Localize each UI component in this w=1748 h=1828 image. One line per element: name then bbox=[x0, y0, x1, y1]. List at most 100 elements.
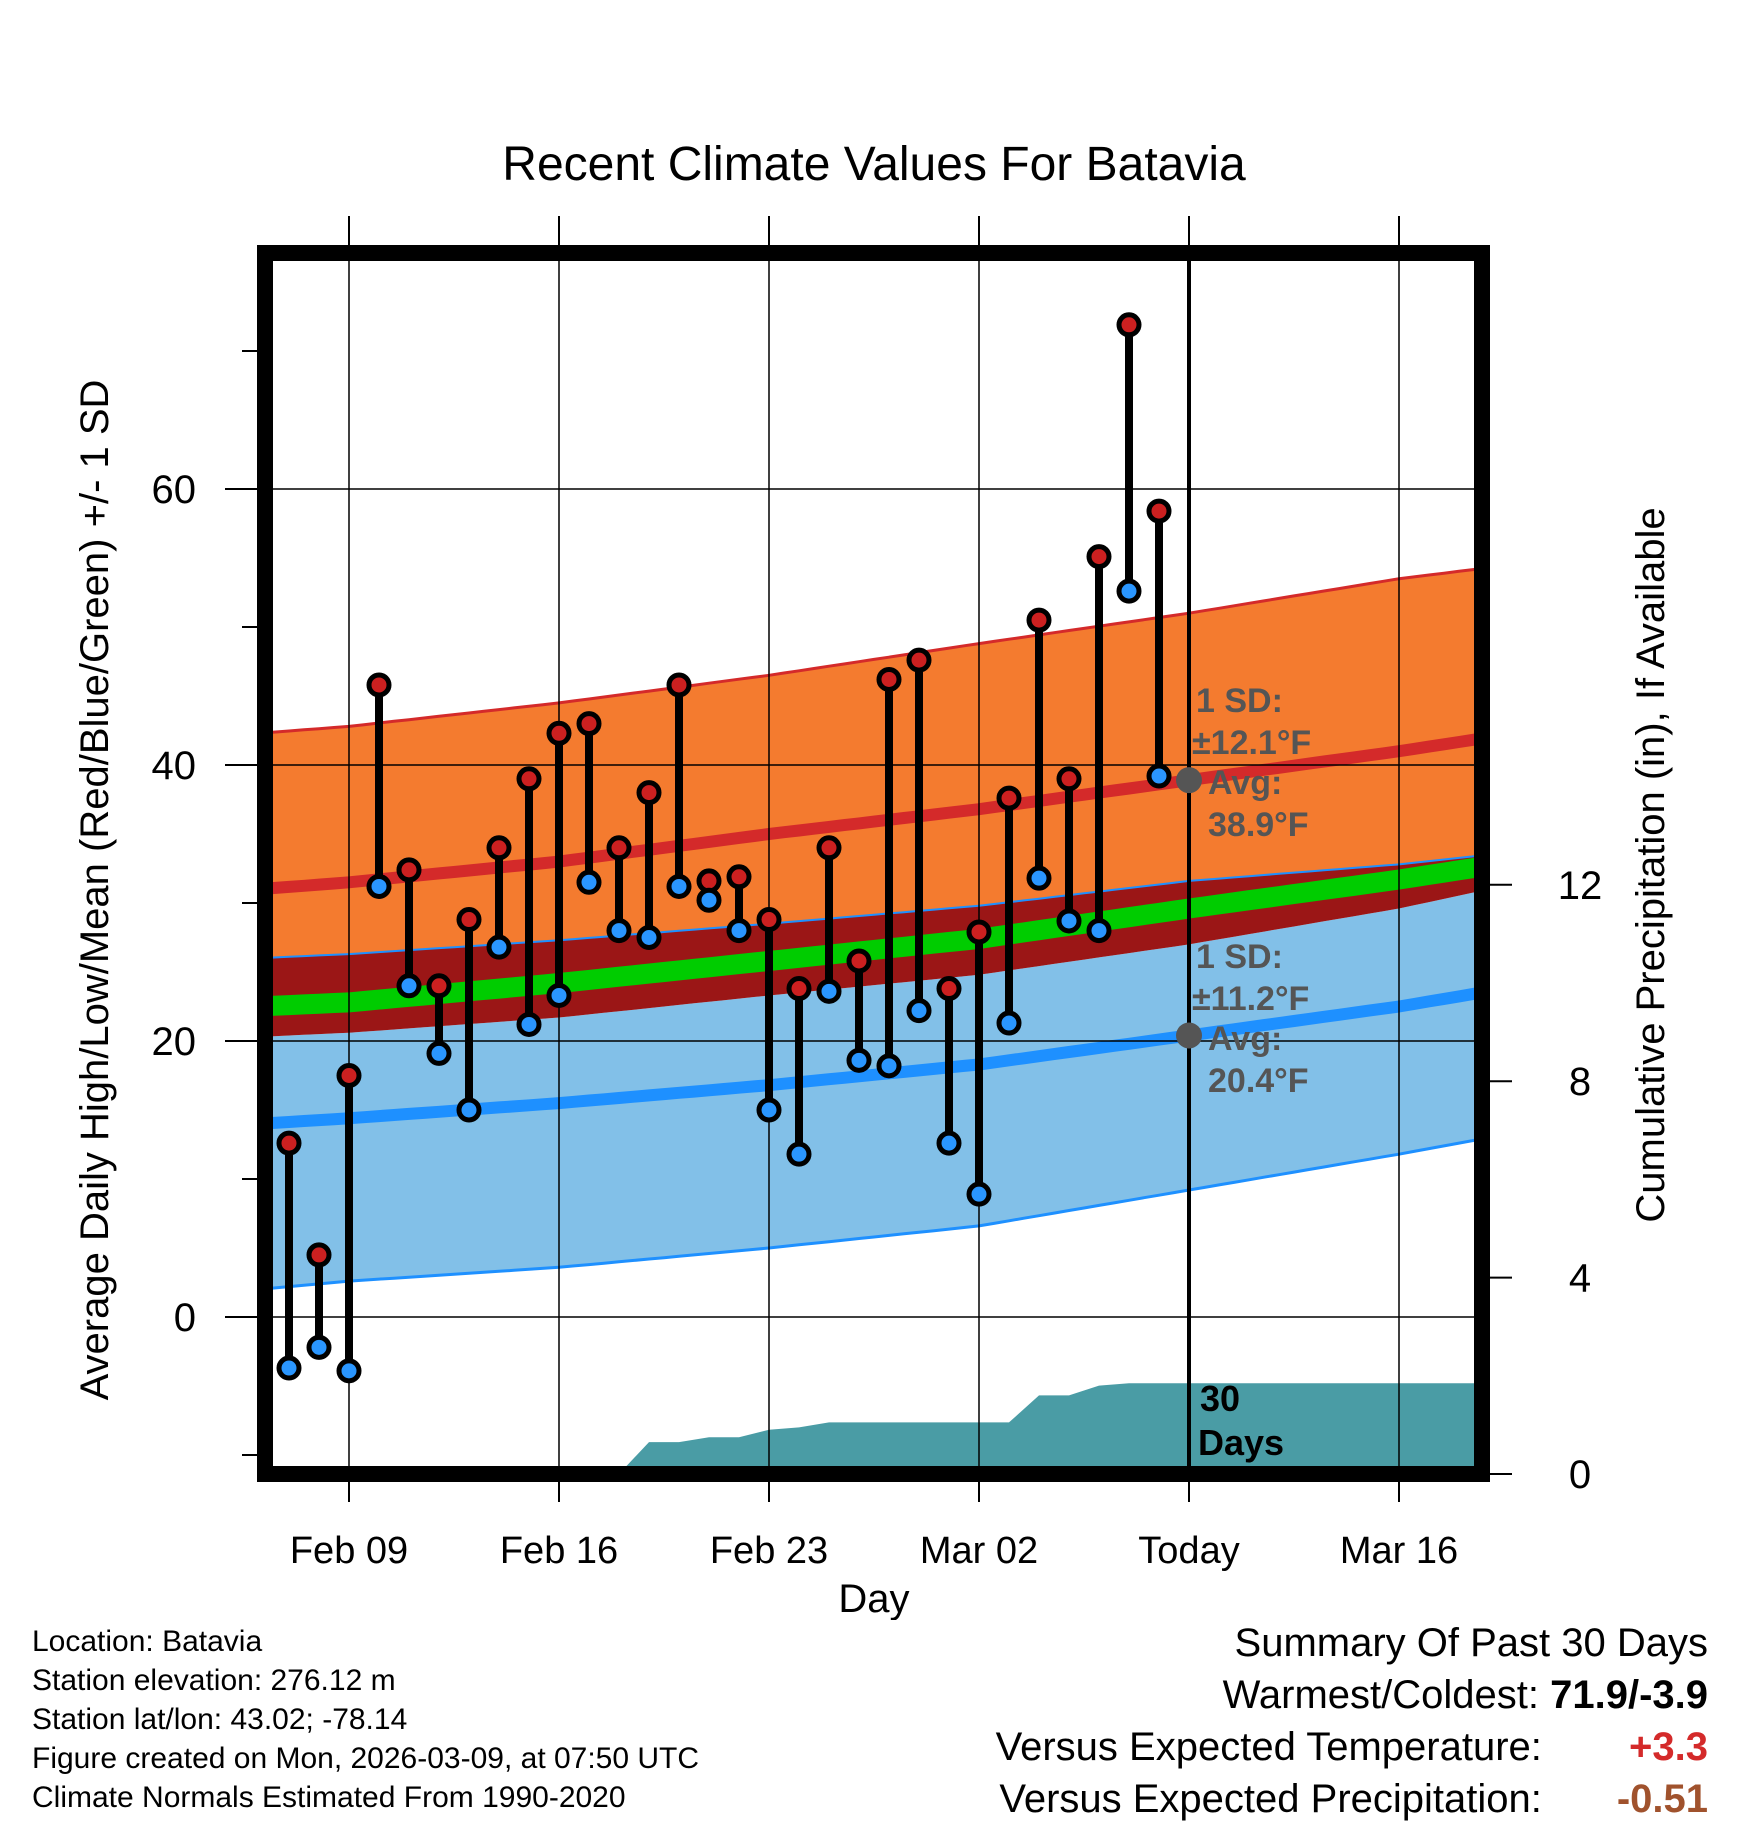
low-sd-title: 1 SD: bbox=[1196, 938, 1283, 976]
high-marker bbox=[786, 976, 812, 1002]
high-marker bbox=[876, 666, 902, 692]
high-marker bbox=[456, 907, 482, 933]
high-avg-title: Avg: bbox=[1208, 764, 1282, 802]
low-avg-title: Avg: bbox=[1208, 1020, 1282, 1058]
high-marker bbox=[1056, 766, 1082, 792]
y-tick-label: 40 bbox=[152, 744, 197, 788]
high-marker bbox=[816, 835, 842, 861]
high-marker bbox=[726, 864, 752, 890]
x-tick-label: Today bbox=[1138, 1530, 1239, 1572]
high-marker bbox=[1146, 498, 1172, 524]
low-marker bbox=[516, 1011, 542, 1037]
high-marker bbox=[666, 672, 692, 698]
elevation-text: Station elevation: 276.12 m bbox=[32, 1664, 396, 1697]
high-marker bbox=[906, 647, 932, 673]
low-avg-value: 20.4°F bbox=[1208, 1062, 1309, 1100]
low-sd-band bbox=[265, 890, 1482, 1289]
plot-layers bbox=[265, 567, 1482, 1474]
low-marker bbox=[456, 1097, 482, 1123]
created-text: Figure created on Mon, 2026-03-09, at 07… bbox=[32, 1742, 700, 1775]
temp-diff-value: +3.3 bbox=[1629, 1725, 1708, 1769]
high-marker bbox=[426, 973, 452, 999]
y2-tick-label: 0 bbox=[1569, 1453, 1591, 1497]
precip-diff-value: -0.51 bbox=[1616, 1777, 1708, 1821]
y2-tick-label: 4 bbox=[1569, 1257, 1591, 1301]
window-label-30: 30 bbox=[1200, 1378, 1240, 1419]
y-tick-label: 20 bbox=[152, 1020, 197, 1064]
low-marker bbox=[366, 873, 392, 899]
y2-tick-label: 8 bbox=[1569, 1060, 1591, 1104]
low-marker bbox=[336, 1358, 362, 1384]
precip-diff-label: Versus Expected Precipitation: bbox=[999, 1777, 1542, 1821]
low-marker bbox=[576, 869, 602, 895]
location-text: Location: Batavia bbox=[32, 1625, 263, 1658]
low-marker bbox=[306, 1334, 332, 1360]
low-marker bbox=[666, 873, 692, 899]
low-marker bbox=[486, 934, 512, 960]
low-marker bbox=[1026, 865, 1052, 891]
high-marker bbox=[636, 780, 662, 806]
low-marker bbox=[426, 1040, 452, 1066]
x-tick-label: Feb 23 bbox=[710, 1530, 828, 1572]
low-marker bbox=[756, 1097, 782, 1123]
low-marker bbox=[1056, 908, 1082, 934]
low-marker bbox=[1086, 918, 1112, 944]
high-marker bbox=[486, 835, 512, 861]
low-marker bbox=[816, 978, 842, 1004]
low-marker bbox=[396, 973, 422, 999]
summary-title: Summary Of Past 30 Days bbox=[1234, 1621, 1708, 1665]
high-marker bbox=[396, 857, 422, 883]
high-marker bbox=[366, 672, 392, 698]
x-tick-label: Feb 16 bbox=[500, 1530, 618, 1572]
x-tick-label: Mar 16 bbox=[1340, 1530, 1458, 1572]
high-sd-lower-line bbox=[265, 854, 1482, 959]
low-sd-value: ±11.2°F bbox=[1192, 980, 1309, 1018]
y-tick-label: 0 bbox=[174, 1296, 196, 1340]
today-high-avg-dot bbox=[1176, 767, 1202, 794]
climate-chart: Recent Climate Values For Batavia 1 SD: ±… bbox=[73, 138, 1673, 1620]
latlon-text: Station lat/lon: 43.02; -78.14 bbox=[32, 1703, 408, 1736]
high-marker bbox=[1026, 607, 1052, 633]
low-marker bbox=[936, 1130, 962, 1156]
warmest-coldest-label: Warmest/Coldest: bbox=[1222, 1673, 1539, 1717]
window-label-days: Days bbox=[1198, 1422, 1284, 1463]
low-marker bbox=[1116, 578, 1142, 604]
summary-warmest-coldest: Warmest/Coldest: 71.9/-3.9 bbox=[996, 1669, 1708, 1721]
low-marker bbox=[786, 1141, 812, 1167]
high-marker bbox=[576, 711, 602, 737]
chart-title: Recent Climate Values For Batavia bbox=[502, 138, 1246, 191]
high-avg-line bbox=[265, 732, 1482, 895]
low-marker bbox=[846, 1047, 872, 1073]
high-sd-title: 1 SD: bbox=[1196, 682, 1283, 720]
high-marker bbox=[336, 1063, 362, 1088]
high-marker bbox=[756, 907, 782, 933]
y-tick-label: 60 bbox=[152, 468, 197, 512]
high-avg-value: 38.9°F bbox=[1208, 806, 1309, 844]
low-marker bbox=[636, 925, 662, 950]
high-sd-upper-line bbox=[265, 567, 1482, 735]
warmest-coldest-value: 71.9/-3.9 bbox=[1550, 1673, 1708, 1717]
x-tick-label: Mar 02 bbox=[920, 1530, 1038, 1572]
high-marker bbox=[606, 835, 632, 861]
temp-diff-label: Versus Expected Temperature: bbox=[995, 1725, 1542, 1769]
low-marker bbox=[906, 998, 932, 1024]
high-marker bbox=[306, 1242, 332, 1268]
mean-avg-line bbox=[265, 856, 1482, 1017]
low-sd-lower-line bbox=[265, 1137, 1482, 1291]
low-marker bbox=[546, 982, 572, 1008]
station-metadata: Location: Batavia Station elevation: 276… bbox=[32, 1622, 699, 1817]
y2-axis-label: Cumulative Precipitation (in), If Availa… bbox=[1629, 507, 1673, 1222]
low-marker bbox=[726, 918, 752, 944]
high-sd-value: ±12.1°F bbox=[1192, 724, 1311, 762]
low-marker bbox=[696, 887, 722, 913]
today-low-avg-dot bbox=[1176, 1022, 1202, 1049]
y-axis-label: Average Daily High/Low/Mean (Red/Blue/Gr… bbox=[73, 380, 117, 1401]
high-marker bbox=[516, 766, 542, 792]
low-marker bbox=[276, 1355, 302, 1381]
plot-frame bbox=[257, 245, 1490, 1482]
high-marker bbox=[996, 785, 1022, 811]
low-marker bbox=[996, 1010, 1022, 1036]
high-marker bbox=[546, 720, 572, 746]
x-axis-label: Day bbox=[838, 1577, 909, 1620]
